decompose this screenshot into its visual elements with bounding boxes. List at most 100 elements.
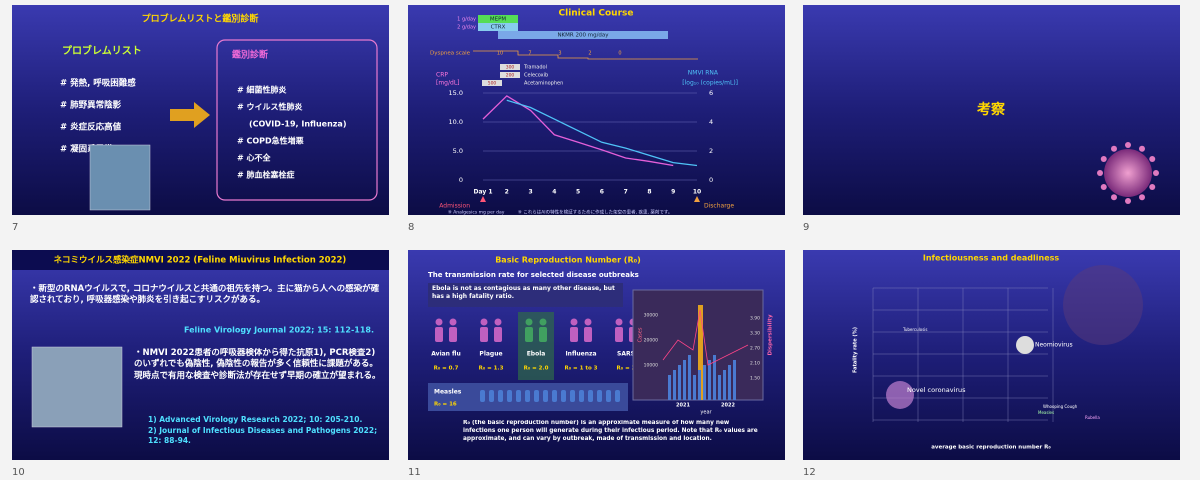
slide-thumbnail[interactable]: Clinical Course MEPM 1 g/day CTRX 2 g/day NKM… [408,5,785,216]
virus-spike [1100,184,1107,190]
r0-label: R₀ = 3 [617,366,636,372]
dyspnea-label: Dyspnea scale [430,51,471,57]
x-tick-label: 9 [671,189,675,196]
dyspnea-line [473,50,698,60]
person-icon [597,390,602,402]
r0-label: R₀ = 0.7 [434,366,459,372]
person-icon [525,390,530,402]
x-tick-label: 3 [528,189,532,196]
slide-thumbnail[interactable]: 考察 [803,5,1180,215]
virus-spike [1097,170,1103,176]
y-axis-label: Cases [638,327,644,342]
x-tick-label: 7 [624,189,628,196]
chart-title: Clinical Course [559,9,634,19]
y2-axis-label: Dispersibility [768,314,774,355]
virus-spike [1125,198,1131,204]
callout: Ebola is not as contagious as many other… [432,285,615,301]
list-item: # COPD急性増悪 [237,136,304,146]
slide-title: プロブレムリストと鑑別診断 [142,13,259,25]
data-line [482,95,674,167]
treatment-label: NKMR 200 mg/day [557,33,609,39]
annotation: Discharge [704,203,734,210]
r0-label: R₀ = 1.3 [479,366,504,372]
y-axis-label: [mg/dL] [436,80,460,87]
inset-bar [728,365,731,400]
inset-bar [688,355,691,400]
inset-line [662,309,749,366]
analgesic-dose: 200 [506,73,515,79]
slide-title: 考察 [977,101,1006,118]
disease-name: Measles [434,389,462,396]
person-icon [498,390,503,402]
y2-tick-label: 2.10 [750,361,760,367]
heading: 鑑別診断 [232,49,268,61]
photo [89,144,151,211]
person-head [570,318,578,326]
y-axis-label: Fatality rate (%) [853,327,859,373]
dyspnea-value: 10 [497,51,503,57]
analgesic-bar [500,64,520,70]
treatment-bar [478,15,518,23]
slide-thumbnail[interactable]: Basic Reproduction Number (R₀) The transm… [408,250,785,460]
analgesic-name: Tramadol [523,65,547,71]
person-body [525,327,533,342]
slide-thumbnail[interactable]: ネコミウイルス感染症NMVI 2022 (Feline Miuvirus Inf… [12,250,389,460]
person-icon [561,390,566,402]
virus-spike [1139,145,1145,152]
point-label: Tuberculosis [902,327,928,332]
disease-name: SARS [617,351,635,358]
list-item: # 発熱, 呼吸困難感 [60,78,136,89]
slide-thumbnail[interactable]: Infectiousness and deadliness Neomiovirus… [803,250,1180,460]
r0-label: R₀ = 1 to 3 [565,366,598,372]
subtitle: The transmission rate for selected disea… [428,271,639,279]
person-body [584,327,592,342]
r0-label: R₀ = 2.0 [524,366,549,372]
y-tick-label: 10000 [644,363,658,369]
callout: Ebola is not as contagious as many other… [432,285,615,301]
list-item: # 心不全 [237,153,271,163]
y2-tick-label: 2.70 [750,346,760,352]
person-body [480,327,488,342]
y2-tick-label: 1.50 [750,376,760,382]
person-icon [552,390,557,402]
virus-spike [1149,156,1156,162]
virus-spike [1153,170,1159,176]
inset-bar [713,355,716,400]
virus-spike [1100,156,1107,162]
y2-tick-label: 2 [709,147,713,155]
treatment-label: MEPM [490,17,507,23]
person-icon [579,390,584,402]
list-item: # 肺血栓塞栓症 [237,170,295,180]
dose-label: 1 g/day [457,17,476,23]
bubble [1063,265,1143,345]
y2-tick-label: 3.30 [750,331,760,337]
paragraph: ・NMVI 2022患者の呼吸器検体から得た抗原1), PCR検査2)のいずれで… [134,348,381,381]
x-axis-label: average basic reproduction number R₀ [931,445,1051,451]
slide-title: ネコミウイルス感染症NMVI 2022 (Feline Miuvirus Inf… [54,255,347,266]
inset-bar [698,370,701,400]
inset-bar [698,305,703,400]
person-icon [615,390,620,402]
person-head [539,318,547,326]
y2-tick-label: 3.90 [750,316,760,322]
footnote: R₀ (the basic reproduction number) is an… [463,420,758,442]
paragraph: ・新型のRNAウイルスで, コロナウイルスと共通の祖先を持つ。主に猫から人への感… [30,284,380,306]
note: ※ これらはAIの特性を検証するために作成した架空の患者, 疾患, 薬剤です。 [518,209,672,216]
y-tick-label: 30000 [644,313,658,319]
y-tick-label: 10.0 [449,118,463,126]
inset-bar [723,370,726,400]
heading: プロブレムリスト [62,44,142,57]
r0-label: R₀ = 16 [434,402,457,408]
dyspnea-value: 7 [528,51,531,57]
box [216,39,378,201]
analgesic-bar [500,72,520,78]
y2-axis-label: NMVI RNA [688,70,719,77]
paragraph: ・NMVI 2022患者の呼吸器検体から得た抗原1), PCR検査2)のいずれで… [134,348,381,381]
inset-bar [733,360,736,400]
y-tick-label: 20000 [644,338,658,344]
person-head [435,318,443,326]
person-head [480,318,488,326]
point-label: Neomiovirus [1035,342,1073,349]
